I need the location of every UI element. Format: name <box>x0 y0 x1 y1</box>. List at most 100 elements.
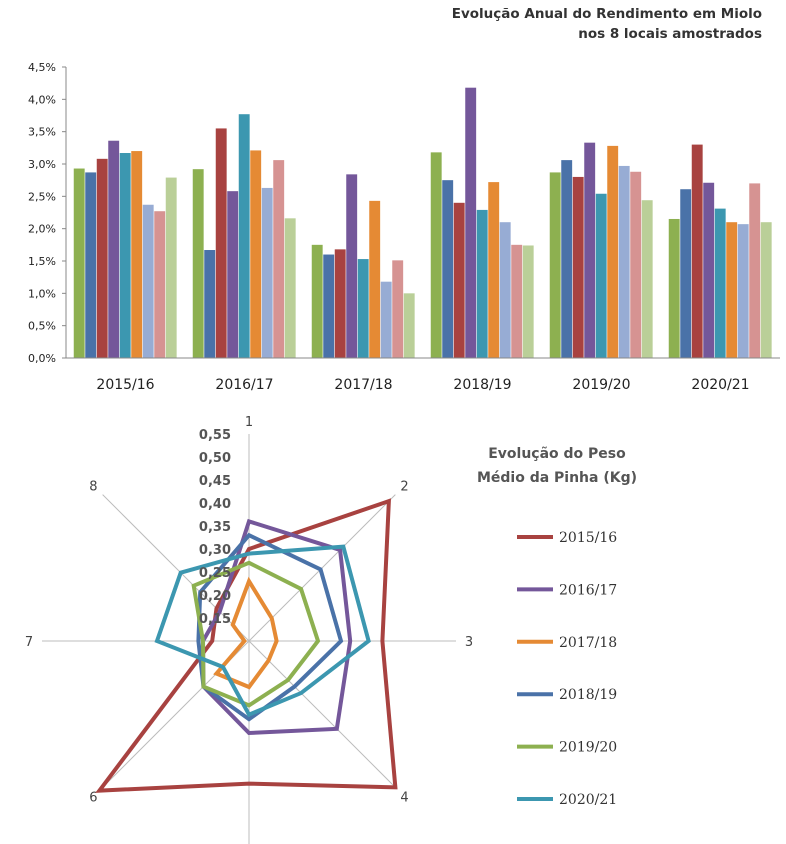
bar <box>142 204 154 358</box>
radar-title-line-2: Médio da Pinha (Kg) <box>477 470 637 486</box>
bar <box>346 174 358 358</box>
bar <box>131 151 143 358</box>
radar-series-line <box>196 532 344 722</box>
bar <box>284 218 296 358</box>
bar <box>488 182 500 358</box>
bar-y-tick-label: 3,5% <box>28 126 56 139</box>
bar-x-tick-label: 2015/16 <box>96 377 154 393</box>
radar-axis-label: 6 <box>89 791 97 806</box>
bar-y-tick-label: 2,5% <box>28 190 56 203</box>
bar <box>476 209 488 358</box>
bar <box>511 244 523 358</box>
radar-axis-label: 8 <box>89 479 97 494</box>
bar <box>334 249 346 358</box>
bar <box>430 152 442 358</box>
legend-label: 2017/18 <box>559 635 617 651</box>
radar-r-tick-label: 0,15 <box>199 612 231 627</box>
bar <box>584 142 596 358</box>
radar-axis-label: 3 <box>465 635 473 650</box>
bar <box>192 169 204 358</box>
bar <box>630 171 642 358</box>
radar-spoke <box>248 494 396 642</box>
bar <box>154 211 166 358</box>
bar-y-tick-label: 2,0% <box>28 223 56 236</box>
bar <box>261 187 273 358</box>
legend-label: 2018/19 <box>559 687 617 703</box>
bar <box>760 222 772 358</box>
radar-r-tick-label: 0,30 <box>199 543 231 558</box>
radar-r-tick-label: 0,25 <box>199 566 231 581</box>
bar <box>96 158 108 358</box>
bar <box>442 180 454 358</box>
bar <box>369 200 381 358</box>
bar-y-tick-label: 1,0% <box>28 287 56 300</box>
radar-axis-label: 2 <box>400 479 408 494</box>
radar-spoke <box>102 494 250 642</box>
bar <box>392 260 404 358</box>
bar <box>703 182 715 358</box>
bar <box>323 254 335 358</box>
bar <box>641 200 653 358</box>
bar <box>522 245 534 358</box>
radar-r-tick-label: 0,40 <box>199 497 231 512</box>
bar-y-tick-label: 1,5% <box>28 255 56 268</box>
bar <box>465 87 477 358</box>
bar <box>714 208 726 358</box>
radar-series-line <box>213 576 279 690</box>
bar-chart: Evolução Anual do Rendimento em Miolo no… <box>28 6 780 393</box>
bar <box>680 189 692 358</box>
bar <box>311 244 323 358</box>
bar-y-tick-label: 4,0% <box>28 93 56 106</box>
bar-x-tick-label: 2018/19 <box>453 377 511 393</box>
radar-chart: 12345678 0,150,200,250,300,350,400,450,5… <box>25 415 473 844</box>
bar <box>73 168 85 358</box>
bar <box>108 140 120 358</box>
bar <box>595 193 607 358</box>
bar-y-tick-label: 4,5% <box>28 61 56 74</box>
radar-r-tick-label: 0,20 <box>199 589 231 604</box>
bar <box>238 114 250 359</box>
bar-chart-title-line-1: Evolução Anual do Rendimento em Miolo <box>452 6 762 22</box>
bar <box>499 222 511 358</box>
bar-y-tick-label: 0,5% <box>28 320 56 333</box>
bar <box>119 153 131 358</box>
radar-title-line-1: Evolução do Peso <box>488 446 626 462</box>
radar-r-tick-label: 0,55 <box>199 428 231 443</box>
legend-label: 2019/20 <box>559 740 617 756</box>
radar-series-line <box>154 544 371 718</box>
bar <box>215 128 227 358</box>
bar-x-tick-label: 2016/17 <box>215 377 273 393</box>
bar <box>380 281 392 358</box>
bar <box>668 218 680 358</box>
radar-r-tick-label: 0,45 <box>199 474 231 489</box>
legend-label: 2020/21 <box>559 792 617 808</box>
bar-y-tick-label: 0,0% <box>28 352 56 365</box>
bar <box>357 259 369 358</box>
bar <box>403 293 415 358</box>
bar-x-tick-label: 2017/18 <box>334 377 392 393</box>
bar <box>691 144 703 358</box>
bar-chart-title-line-2: nos 8 locais amostrados <box>578 26 762 42</box>
bar <box>204 250 216 358</box>
radar-legend: Evolução do Peso Médio da Pinha (Kg) 201… <box>477 446 637 808</box>
bar <box>250 150 262 358</box>
radar-axis-label: 1 <box>245 415 253 430</box>
bar <box>453 202 465 358</box>
legend-label: 2015/16 <box>559 530 617 546</box>
bar <box>273 160 285 358</box>
bar <box>227 191 239 358</box>
radar-series-line <box>200 518 353 736</box>
radar-spoke <box>248 640 396 788</box>
radar-axis-label: 7 <box>25 635 33 650</box>
bar <box>726 222 738 358</box>
bar <box>165 177 177 358</box>
bar <box>607 145 619 358</box>
bar-x-tick-label: 2019/20 <box>572 377 630 393</box>
radar-r-tick-label: 0,35 <box>199 520 231 535</box>
bar <box>618 165 630 358</box>
bar <box>749 183 761 358</box>
radar-r-tick-label: 0,50 <box>199 451 231 466</box>
bar <box>85 172 97 358</box>
radar-series-line <box>191 560 321 708</box>
